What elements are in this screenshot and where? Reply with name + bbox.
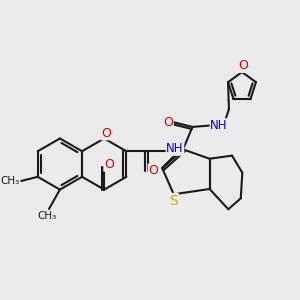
Text: O: O bbox=[238, 59, 248, 72]
Text: O: O bbox=[163, 116, 173, 129]
Text: O: O bbox=[104, 158, 114, 171]
Text: NH: NH bbox=[210, 119, 228, 132]
Text: NH: NH bbox=[166, 142, 184, 155]
Text: CH₃: CH₃ bbox=[1, 176, 20, 187]
Text: CH₃: CH₃ bbox=[38, 211, 57, 221]
Text: O: O bbox=[101, 127, 111, 140]
Text: S: S bbox=[169, 194, 178, 208]
Text: O: O bbox=[148, 164, 158, 177]
